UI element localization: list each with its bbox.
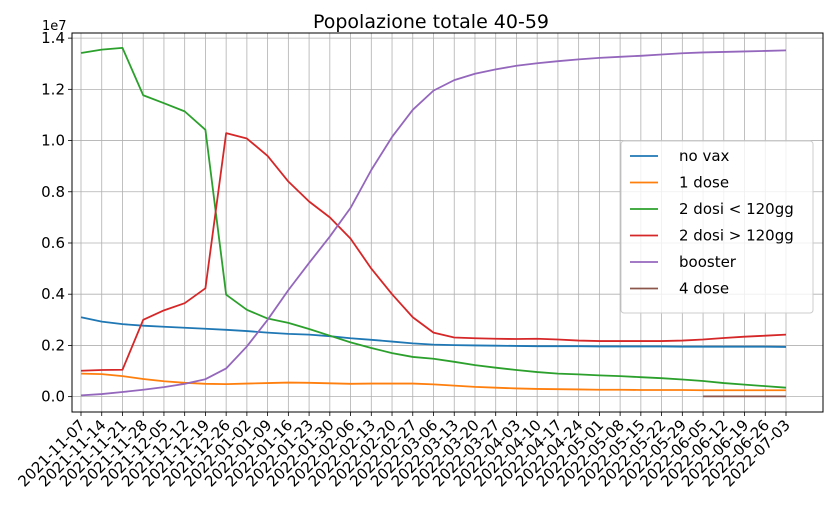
y-tick-label: 0.6: [41, 234, 65, 252]
legend: no vax 1 dose 2 dosi < 120gg 2 dosi > 120gg…: [620, 140, 814, 314]
legend-box: [620, 140, 814, 314]
chart-title: Popolazione totale 40-59: [313, 11, 549, 33]
series-line-booster: [80, 49, 787, 397]
series-line-no-vax: [80, 316, 787, 348]
series-lines: [80, 46, 787, 398]
y-tick-label: 0.0: [41, 388, 65, 406]
legend-label: 4 dose: [679, 280, 729, 298]
legend-label: no vax: [679, 147, 730, 165]
series-line-1-dose: [80, 372, 786, 392]
legend-label: 2 dosi < 120gg: [679, 200, 794, 218]
x-axis: 2021-11-072021-11-142021-11-212021-11-28…: [14, 412, 794, 490]
y-tick-label: 1.0: [41, 132, 65, 150]
grid: [72, 33, 823, 412]
y-tick-label: 0.8: [41, 183, 65, 201]
y-axis: 0.0 0.2 0.4 0.6 0.8 1.0 1.2 1.4: [41, 29, 72, 406]
legend-label: 1 dose: [679, 174, 729, 192]
y-tick-label: 1.4: [41, 29, 65, 47]
y-tick-label: 0.4: [41, 285, 65, 303]
series-line-2-dosi-120gg: [80, 46, 787, 389]
series-line-2-dosi-120gg: [80, 132, 787, 372]
y-tick-label: 1.2: [41, 80, 65, 98]
y-tick-label: 0.2: [41, 336, 65, 354]
axes-frame: [71, 32, 824, 413]
legend-label: booster: [679, 253, 737, 271]
legend-label: 2 dosi > 120gg: [679, 227, 794, 245]
y-offset-label: 1e7: [42, 19, 67, 34]
